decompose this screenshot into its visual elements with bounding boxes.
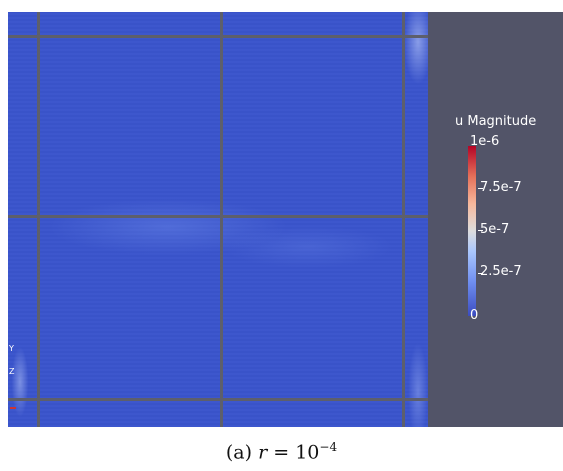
colorbar-tick — [478, 188, 483, 189]
colorbar-tick — [478, 273, 483, 274]
figure-caption: (a) r = 10−4 — [0, 440, 563, 463]
colorbar-label: 7.5e-7 — [480, 180, 522, 195]
colorbar-label: 2.5e-7 — [480, 264, 522, 279]
caption-variable: r — [258, 441, 268, 464]
colorbar-label: 0 — [470, 308, 479, 323]
orientation-axes: Y Z — [8, 342, 28, 422]
caption-equals: = — [273, 441, 290, 464]
render-viewport[interactable]: Y Z u Magnitude 1e-6 7.5e-7 5e-7 2.5e-7 … — [8, 12, 563, 427]
caption-prefix: (a) — [225, 441, 253, 464]
grid-line-vertical-middle — [220, 12, 223, 427]
colorbar-label: 5e-7 — [480, 222, 510, 237]
caption-exponent: −4 — [319, 440, 338, 454]
field-plot — [8, 12, 428, 427]
grid-line-vertical-left — [37, 12, 40, 427]
grid-line-horizontal-middle — [8, 215, 428, 218]
colorbar-max-label: 1e-6 — [470, 134, 500, 149]
grid-line-horizontal-bottom — [8, 398, 428, 401]
colorbar-tick — [478, 230, 483, 231]
colorbar — [468, 146, 476, 316]
axis-z-label: Z — [9, 367, 15, 376]
axis-x-marker — [10, 407, 16, 409]
grid-line-horizontal-top — [8, 35, 428, 38]
colorbar-title: u Magnitude — [455, 114, 537, 129]
grid-line-vertical-right — [402, 12, 405, 427]
caption-base: 10 — [295, 441, 320, 464]
axis-y-label: Y — [9, 344, 14, 353]
